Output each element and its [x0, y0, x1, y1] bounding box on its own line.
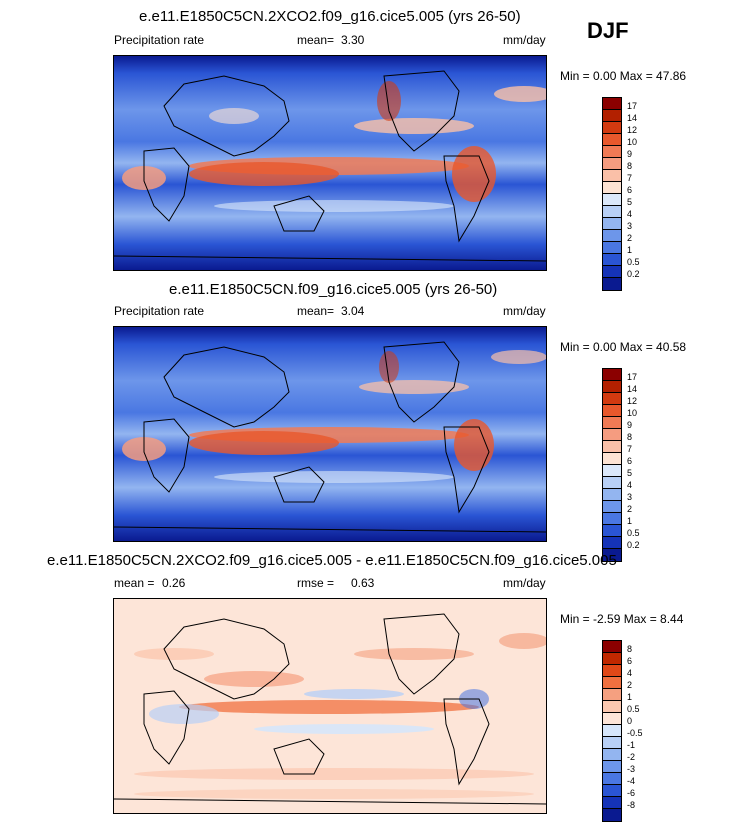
panel2-cb-tick: 1 — [627, 516, 633, 526]
panel2-colorbar — [602, 368, 622, 562]
panel3-cb-tick: 6 — [627, 656, 633, 666]
panel2-cb-tick: 0.2 — [627, 540, 640, 550]
panel1-cb-tick: 0.2 — [627, 269, 640, 279]
panel2-cb-tick: 5 — [627, 468, 633, 478]
panel1-variable-label: Precipitation rate — [114, 33, 205, 47]
panel3-cb-tick: 2 — [627, 680, 633, 690]
panel3-colorbar — [602, 640, 622, 822]
panel2-cb-tick: 6 — [627, 456, 633, 466]
panel3-cb-tick: -6 — [627, 788, 636, 798]
panel1-minmax: Min = 0.00 Max = 47.86 — [560, 69, 687, 83]
panel2-cb-tick: 4 — [627, 480, 633, 490]
panel2-cb-tick: 8 — [627, 432, 633, 442]
panel1-units: mm/day — [503, 33, 546, 47]
panel1-cb-tick: 0.5 — [627, 257, 640, 267]
panel2-cb-tick: 10 — [627, 408, 638, 418]
panel3-cb-tick: 4 — [627, 668, 633, 678]
panel2-map — [113, 326, 547, 542]
panel2-cb-tick: 7 — [627, 444, 633, 454]
panel2-mean-label: mean= — [297, 304, 335, 318]
panel1-mean-label: mean= — [297, 33, 335, 47]
panel3-cb-tick: -8 — [627, 800, 636, 810]
panel1-mean-value: 3.30 — [341, 33, 365, 47]
panel2-cb-tick: 14 — [627, 384, 638, 394]
panel1-cb-tick: 1 — [627, 245, 633, 255]
panel3-cb-tick: -3 — [627, 764, 636, 774]
panel1-cb-tick: 3 — [627, 221, 633, 231]
panel3-cb-tick: -4 — [627, 776, 636, 786]
panel3-cb-tick: -0.5 — [627, 728, 643, 738]
panel3-cb-tick: 8 — [627, 644, 633, 654]
panel2-cb-tick: 12 — [627, 396, 638, 406]
panel2-minmax: Min = 0.00 Max = 40.58 — [560, 340, 687, 354]
panel3-cb-tick: -2 — [627, 752, 636, 762]
panel3-map — [113, 598, 547, 814]
panel3-cb-tick: 0 — [627, 716, 633, 726]
panel2-mean-value: 3.04 — [341, 304, 365, 318]
panel1-cb-tick: 6 — [627, 185, 633, 195]
panel1-cb-tick: 17 — [627, 101, 638, 111]
panel1-cb-tick: 4 — [627, 209, 633, 219]
panel3-cb-tick: 0.5 — [627, 704, 640, 714]
panel2-cb-tick: 0.5 — [627, 528, 640, 538]
panel3-mean-value: 0.26 — [162, 576, 186, 590]
panel2-units: mm/day — [503, 304, 546, 318]
panel2-cb-tick: 2 — [627, 504, 633, 514]
panel3-cb-tick: -1 — [627, 740, 636, 750]
panel1-cb-tick: 14 — [627, 113, 638, 123]
panel3-title: e.e11.E1850C5CN.2XCO2.f09_g16.cice5.005 … — [47, 552, 617, 569]
panel3-rmse-label: rmse = — [297, 576, 335, 590]
panel1-cb-tick: 7 — [627, 173, 633, 183]
panel2-cb-tick: 3 — [627, 492, 633, 502]
season-label: DJF — [587, 18, 629, 43]
panel1-cb-tick: 10 — [627, 137, 638, 147]
panel1-cb-tick: 9 — [627, 149, 633, 159]
panel1-cb-tick: 8 — [627, 161, 633, 171]
panel3-cb-tick: 1 — [627, 692, 633, 702]
panel3-minmax: Min = -2.59 Max = 8.44 — [560, 612, 684, 626]
panel1-colorbar — [602, 97, 622, 291]
panel1-precip-field — [114, 56, 546, 270]
panel1-cb-tick: 12 — [627, 125, 638, 135]
panel2-cb-tick: 17 — [627, 372, 638, 382]
panel1-title: e.e11.E1850C5CN.2XCO2.f09_g16.cice5.005 … — [139, 8, 521, 25]
panel1-map — [113, 55, 547, 271]
panel2-cb-tick: 9 — [627, 420, 633, 430]
panel1-cb-tick: 5 — [627, 197, 633, 207]
panel3-mean-label: mean = — [114, 576, 155, 590]
panel1-cb-tick: 2 — [627, 233, 633, 243]
panel3-difference-field — [114, 599, 546, 813]
panel3-rmse-value: 0.63 — [351, 576, 375, 590]
panel2-variable-label: Precipitation rate — [114, 304, 205, 318]
panel2-title: e.e11.E1850C5CN.f09_g16.cice5.005 (yrs 2… — [169, 281, 498, 298]
panel2-precip-field — [114, 327, 546, 541]
panel3-units: mm/day — [503, 576, 546, 590]
